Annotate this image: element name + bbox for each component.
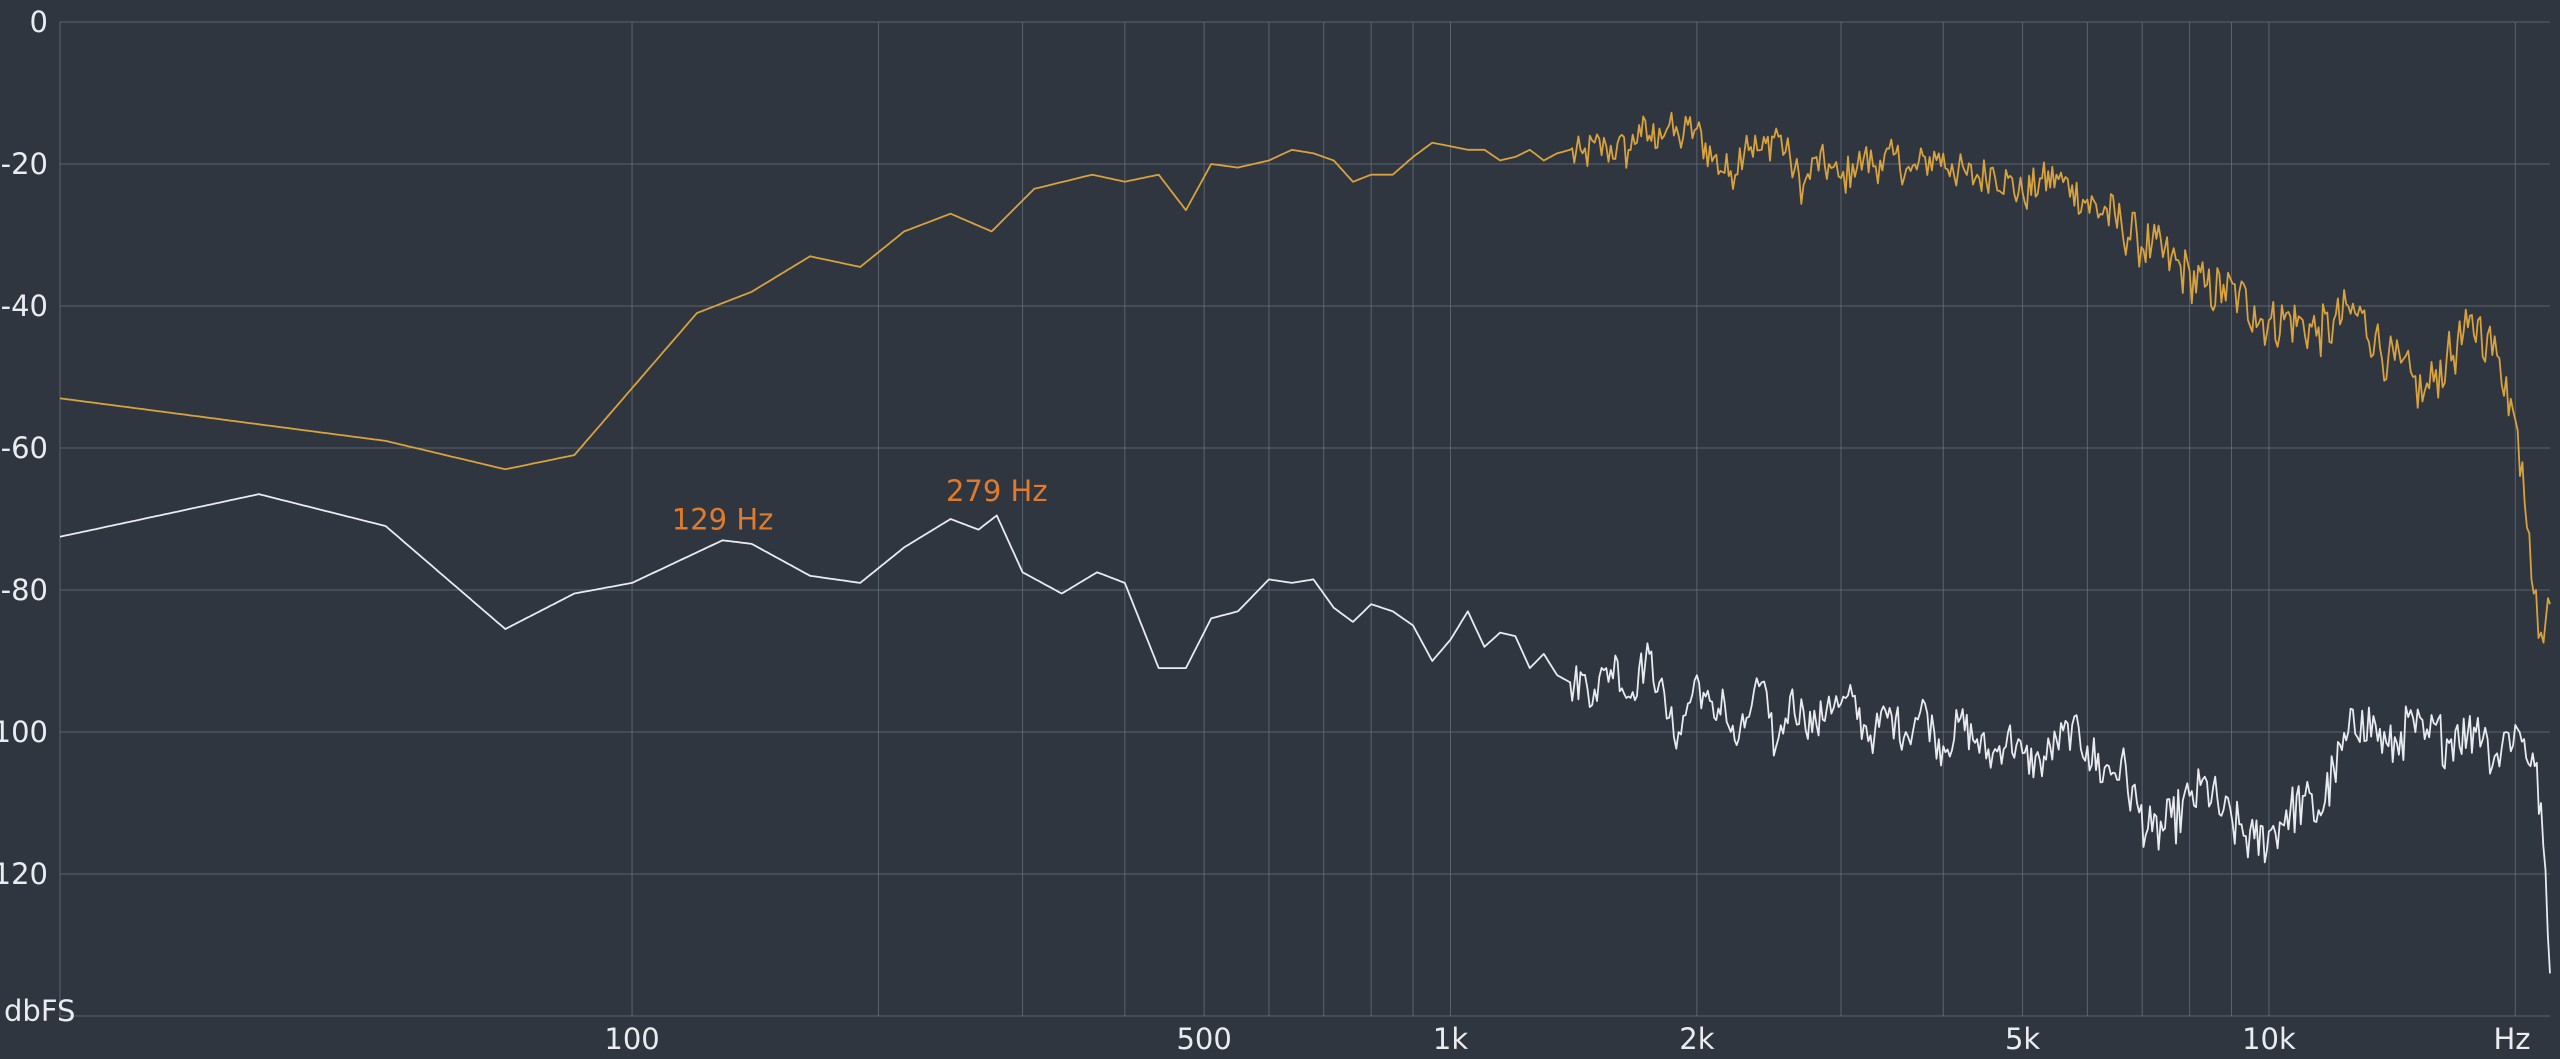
y-tick-label: 0 — [30, 5, 48, 39]
y-tick-label: -60 — [1, 431, 48, 465]
peak-annotation: 279 Hz — [946, 474, 1048, 508]
vertical-gridlines — [59, 22, 2516, 1016]
peak-annotation: 129 Hz — [672, 502, 774, 536]
y-tick-label: -20 — [1, 147, 48, 181]
series-line-2 — [59, 493, 2551, 974]
series-group — [59, 111, 2551, 974]
x-tick-label: 10k — [2242, 1022, 2296, 1056]
x-axis-unit-label: Hz — [2493, 1022, 2530, 1056]
y-axis-tick-labels: 0 -20 -40 -60 -80 -100 -120 — [0, 5, 48, 891]
series-line-1 — [59, 111, 2551, 644]
y-tick-label: -120 — [0, 857, 48, 891]
x-tick-label: 2k — [1679, 1022, 1714, 1056]
x-tick-label: 100 — [604, 1022, 659, 1056]
annotations: 129 Hz 279 Hz — [672, 474, 1048, 536]
x-tick-label: 1k — [1433, 1022, 1468, 1056]
y-axis-unit-label: dbFS — [4, 994, 75, 1028]
y-tick-label: -40 — [1, 289, 48, 323]
x-tick-label: 5k — [2005, 1022, 2040, 1056]
y-tick-label: -80 — [1, 573, 48, 607]
horizontal-gridlines — [60, 21, 2550, 1017]
y-tick-label: -100 — [0, 715, 48, 749]
x-tick-label: 500 — [1176, 1022, 1231, 1056]
x-axis-tick-labels: 100 500 1k 2k 5k 10k — [604, 1022, 2296, 1056]
